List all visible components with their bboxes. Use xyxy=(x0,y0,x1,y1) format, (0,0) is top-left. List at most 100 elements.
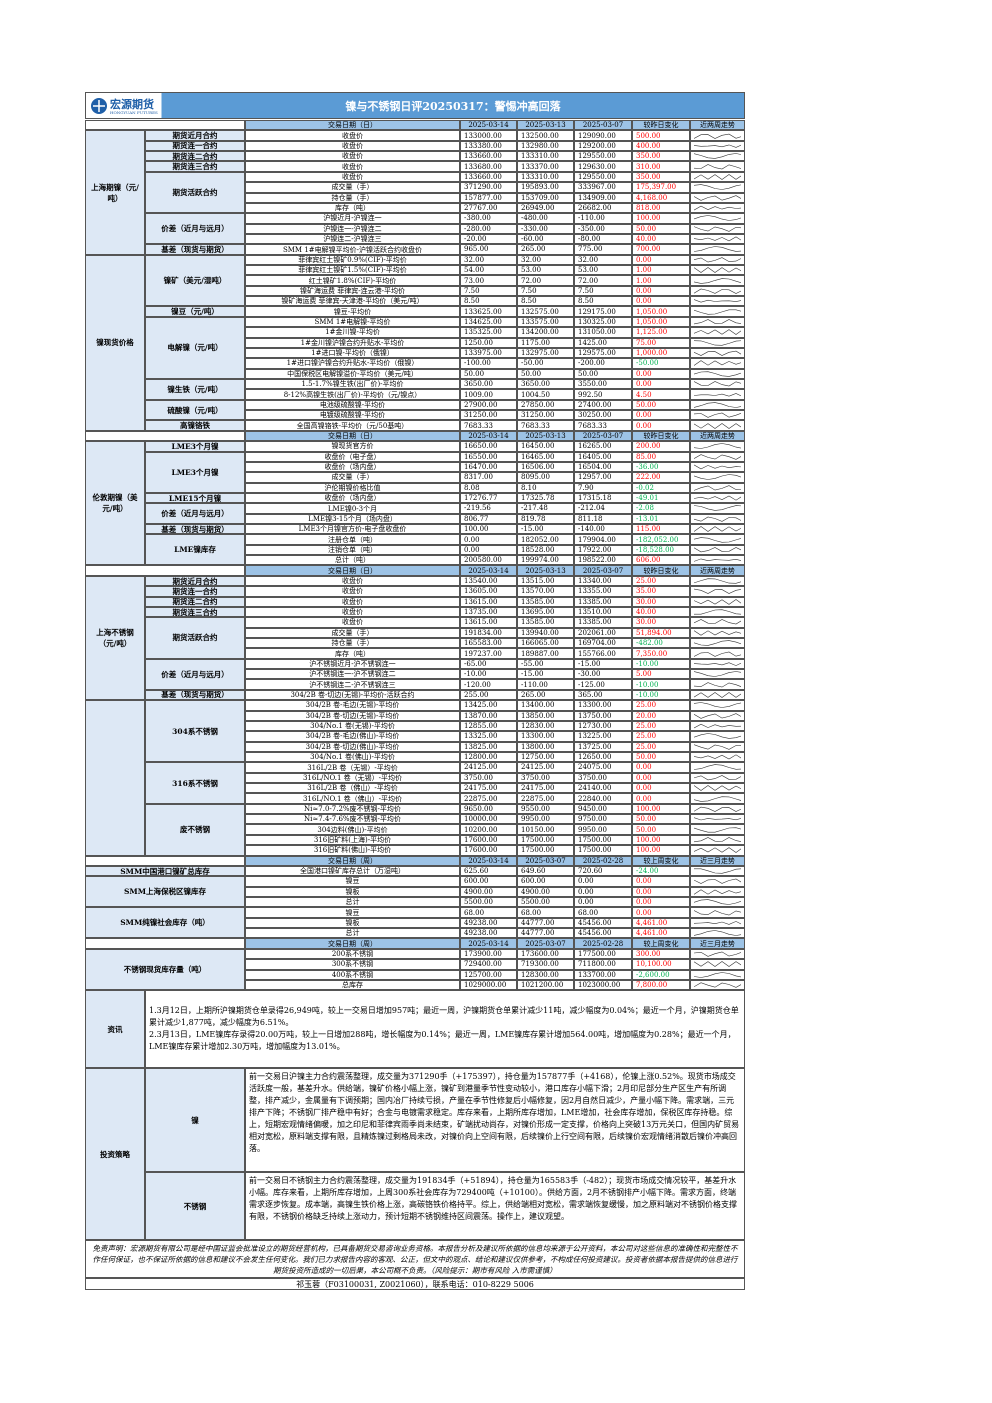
trend-cell xyxy=(690,596,745,607)
header-cell: 近三月走势 xyxy=(690,855,745,866)
trend-cell xyxy=(690,710,745,721)
item-label: 镍板 xyxy=(245,886,460,897)
strategy-sub-label: 不锈钢 xyxy=(145,1172,245,1241)
value: 129090.00 xyxy=(574,130,632,141)
trend-cell xyxy=(690,130,745,141)
trend-cell xyxy=(690,316,745,328)
change: 5.00 xyxy=(632,669,690,680)
subgroup-label: 价差（近月与远月） xyxy=(145,503,245,525)
value: 0.00 xyxy=(460,544,517,556)
change: 7,800.00 xyxy=(632,979,690,991)
change: 30.00 xyxy=(632,596,690,607)
item-label: 304/2B 卷-毛边(佛山)-平均价 xyxy=(245,731,460,742)
value: 806.77 xyxy=(460,513,517,525)
value: 129175.00 xyxy=(574,306,632,317)
value: 31250.00 xyxy=(517,410,574,421)
trend-cell xyxy=(690,720,745,732)
item-label: SMM 1#电解镍-平均价 xyxy=(245,316,460,328)
value: 133975.00 xyxy=(460,347,517,359)
item-label: 沪不锈钢连一-沪不锈钢连二 xyxy=(245,669,460,680)
trend-sparkline xyxy=(694,764,741,771)
value: 100.00 xyxy=(460,524,517,535)
trend-cell xyxy=(690,627,745,638)
value: 133310.00 xyxy=(517,171,574,183)
value: 3550.00 xyxy=(574,379,632,390)
value: 200580.00 xyxy=(460,555,517,566)
item-label: 成交量（手） xyxy=(245,472,460,483)
trend-sparkline xyxy=(694,558,741,562)
change: 300.00 xyxy=(632,948,690,960)
value: 133380.00 xyxy=(460,140,517,152)
value: 600.00 xyxy=(460,876,517,887)
trend-sparkline xyxy=(694,785,741,792)
item-label: 红土镍矿1.8%(CIF)-平均价 xyxy=(245,275,460,286)
trend-cell xyxy=(690,171,745,183)
trend-cell xyxy=(690,265,745,276)
item-label: 304/No.1 卷(无锡)-平均价 xyxy=(245,720,460,732)
item-label: 300系不锈钢 xyxy=(245,959,460,970)
value: 53.00 xyxy=(517,265,574,276)
value: -125.00 xyxy=(574,679,632,690)
trend-cell xyxy=(690,969,745,980)
value: 13385.00 xyxy=(574,617,632,628)
change: -10.00 xyxy=(632,679,690,690)
trend-cell xyxy=(690,762,745,773)
trend-cell xyxy=(690,472,745,483)
header-cell: 较昨日变化 xyxy=(632,120,690,131)
item-label: 收盘价（场内盘） xyxy=(245,492,460,504)
value: 333967.00 xyxy=(574,182,632,193)
trend-sparkline xyxy=(694,671,741,678)
value: 992.50 xyxy=(574,389,632,400)
value: 1425.00 xyxy=(574,337,632,348)
header-cell: 2025-03-13 xyxy=(517,430,574,442)
value: 45456.00 xyxy=(574,917,632,929)
value: 13615.00 xyxy=(460,617,517,628)
item-label: 沪镍连一-沪镍连二 xyxy=(245,223,460,234)
trend-sparkline xyxy=(694,526,741,533)
trend-cell xyxy=(690,658,745,670)
trend-sparkline xyxy=(694,309,741,315)
trend-sparkline xyxy=(694,889,741,895)
value: 129550.00 xyxy=(574,171,632,183)
item-label: 沪镍连二-沪镍连三 xyxy=(245,233,460,245)
trend-cell xyxy=(690,751,745,763)
value: 129200.00 xyxy=(574,140,632,152)
header-cell: 交易日期（周） xyxy=(245,938,460,949)
trend-cell xyxy=(690,928,745,939)
trend-cell xyxy=(690,182,745,193)
value: 50.00 xyxy=(460,368,517,379)
item-label: 316L/2B 卷（无锡）-平均价 xyxy=(245,762,460,773)
change: 40.00 xyxy=(632,606,690,618)
trend-sparkline xyxy=(694,733,741,740)
trend-sparkline xyxy=(694,205,741,211)
value: 31250.00 xyxy=(460,410,517,421)
change: 0.00 xyxy=(632,886,690,897)
logo-icon xyxy=(91,98,107,114)
value: 0.00 xyxy=(574,886,632,897)
trend-sparkline xyxy=(694,495,741,501)
subgroup-label: 价差（近月与远月） xyxy=(145,213,245,245)
value: 16470.00 xyxy=(460,461,517,473)
value: 133660.00 xyxy=(460,151,517,162)
value: 3750.00 xyxy=(517,772,574,784)
value: -200.00 xyxy=(574,358,632,369)
trend-cell xyxy=(690,140,745,152)
item-label: 收盘价 xyxy=(245,140,460,152)
item-label: 库存（吨） xyxy=(245,202,460,214)
value: 24175.00 xyxy=(460,783,517,794)
value: 16550.00 xyxy=(460,451,517,462)
value: 13425.00 xyxy=(460,700,517,711)
item-label: 镍矿海运费 菲律宾-天津港-平均价（美元/吨） xyxy=(245,296,460,307)
change: 0.00 xyxy=(632,420,690,431)
item-label: Ni≈7.0-7.2%废不锈钢-平均价 xyxy=(245,803,460,815)
value: 53.00 xyxy=(574,265,632,276)
value: 0.00 xyxy=(460,534,517,545)
value: 600.00 xyxy=(517,876,574,887)
trend-sparkline xyxy=(694,329,741,336)
value: 50.00 xyxy=(574,368,632,379)
trend-cell xyxy=(690,503,745,514)
value: 45456.00 xyxy=(574,928,632,939)
value: 12750.00 xyxy=(517,751,574,763)
trend-sparkline xyxy=(694,144,741,148)
value: 24140.00 xyxy=(574,783,632,794)
